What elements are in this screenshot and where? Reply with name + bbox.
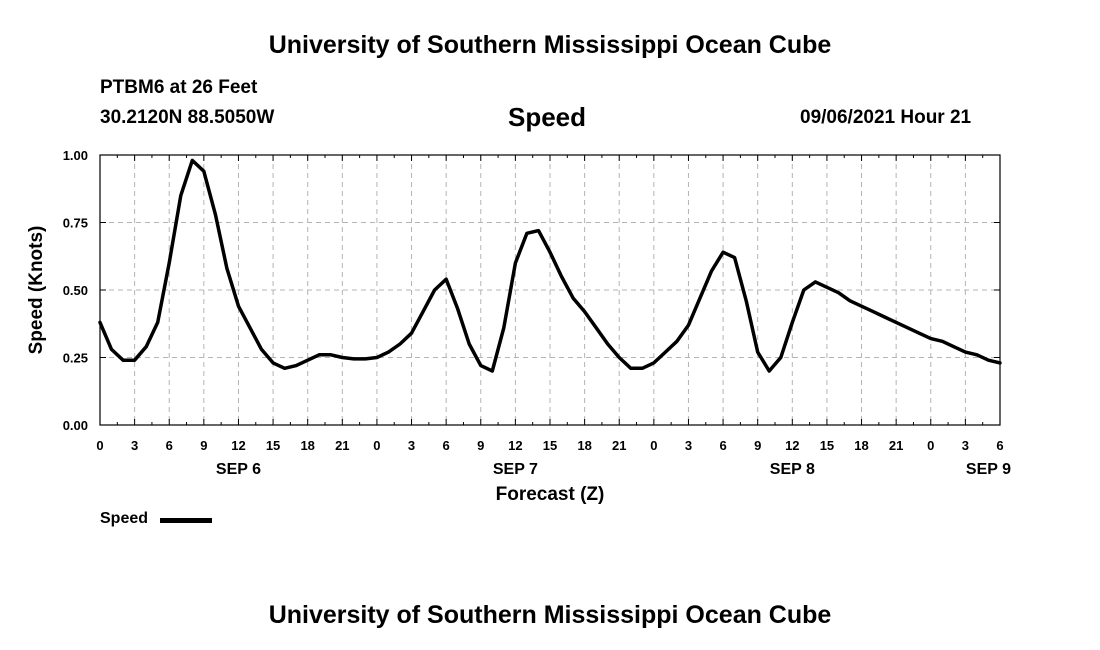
x-tick-label: 18 <box>854 438 868 453</box>
x-tick-label: 15 <box>266 438 280 453</box>
x-tick-label: 12 <box>785 438 799 453</box>
x-tick-label: 21 <box>889 438 903 453</box>
x-tick-label: 6 <box>166 438 173 453</box>
date-label: SEP 8 <box>770 461 815 478</box>
x-tick-label: 9 <box>477 438 484 453</box>
datetime-label: 09/06/2021 Hour 21 <box>800 107 972 128</box>
chart-title-bottom: University of Southern Mississippi Ocean… <box>268 601 832 629</box>
x-tick-label: 6 <box>996 438 1003 453</box>
x-tick-label: 0 <box>373 438 380 453</box>
plot-frame <box>99 154 1001 426</box>
x-tick-label: 6 <box>443 438 450 453</box>
x-axis-label: Forecast (Z) <box>496 484 605 505</box>
x-tick-label: 3 <box>131 438 138 453</box>
chart-title-top: University of Southern Mississippi Ocean… <box>268 31 832 59</box>
plot-heading: Speed <box>508 102 587 132</box>
x-tick-label: 12 <box>231 438 245 453</box>
y-tick-label: 0.75 <box>63 216 88 231</box>
x-tick-label: 0 <box>96 438 103 453</box>
y-tick-label: 0.50 <box>63 283 88 298</box>
y-tick-label: 0.00 <box>63 418 88 433</box>
date-label: SEP 9 <box>966 461 1011 478</box>
coordinates-label: 30.2120N 88.5050W <box>100 107 275 128</box>
x-tick-label: 15 <box>543 438 557 453</box>
x-tick-label: 6 <box>719 438 726 453</box>
speed-series-line <box>98 158 1002 373</box>
y-tick-label: 1.00 <box>63 148 88 163</box>
y-axis-label: Speed (Knots) <box>26 226 47 355</box>
x-tick-label: 15 <box>820 438 834 453</box>
x-tick-label: 12 <box>508 438 522 453</box>
legend-line-swatch <box>160 518 212 523</box>
station-label: PTBM6 at 26 Feet <box>100 77 258 98</box>
date-label: SEP 7 <box>493 461 538 478</box>
x-tick-label: 0 <box>927 438 934 453</box>
x-tick-label: 3 <box>962 438 969 453</box>
x-tick-label: 21 <box>335 438 349 453</box>
x-tick-label: 3 <box>685 438 692 453</box>
x-tick-label: 9 <box>754 438 761 453</box>
x-tick-label: 3 <box>408 438 415 453</box>
x-tick-label: 18 <box>300 438 314 453</box>
x-tick-label: 0 <box>650 438 657 453</box>
x-tick-label: 21 <box>612 438 626 453</box>
date-label: SEP 6 <box>216 461 261 478</box>
x-tick-label: 18 <box>577 438 591 453</box>
x-tick-label: 9 <box>200 438 207 453</box>
y-tick-label: 0.25 <box>63 351 88 366</box>
legend-label: Speed <box>100 510 149 527</box>
